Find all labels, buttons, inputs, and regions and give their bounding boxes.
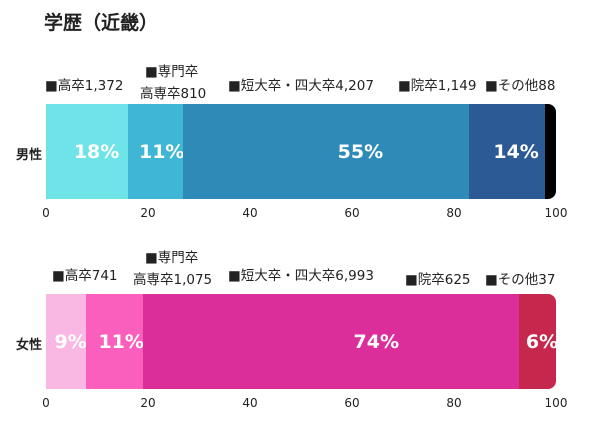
y-axis-label: 男性 — [16, 148, 43, 163]
x-tick-label: 20 — [140, 396, 156, 410]
legend-entry: ■院卒625 — [405, 272, 471, 288]
stacked-bar: 9% 11% 74% 6% — [46, 294, 559, 389]
segment-label: 11% — [138, 140, 185, 163]
stacked-bar: 18% 11% 55% 14% — [46, 104, 556, 199]
legend-entry: 高専卒1,075 — [133, 272, 213, 288]
segment-label: 55% — [337, 140, 384, 163]
legend-entry: ■その他88 — [485, 78, 556, 94]
legend-entry: ■短大卒・四大卒6,993 — [228, 268, 374, 284]
x-tick-label: 60 — [344, 206, 360, 220]
x-tick-label: 0 — [42, 206, 50, 220]
legend-entry: ■高卒741 — [52, 268, 118, 284]
x-tick-label: 100 — [544, 206, 568, 220]
bar-segment — [127, 104, 183, 199]
segment-label: 6% — [525, 330, 559, 353]
bar-segment — [519, 294, 556, 389]
legend-entry: 高専卒810 — [140, 86, 207, 102]
bar-segment — [85, 294, 143, 389]
bar-segment — [46, 294, 86, 389]
x-tick-label: 80 — [446, 206, 462, 220]
x-tick-label: 80 — [446, 396, 462, 410]
x-tick-label: 20 — [140, 206, 156, 220]
x-tick-label: 100 — [544, 396, 568, 410]
legend-entry: ■専門卒 — [145, 250, 199, 266]
bar-segment — [544, 104, 556, 199]
legend-entry: ■短大卒・四大卒4,207 — [228, 78, 374, 94]
x-tick-label: 60 — [344, 396, 360, 410]
legend-entry: ■高卒1,372 — [45, 78, 124, 94]
chart-title: 学歴（近畿） — [44, 12, 159, 34]
y-axis-label: 女性 — [16, 338, 43, 353]
segment-label: 11% — [98, 330, 144, 353]
bar-segment — [46, 104, 128, 199]
bar-segment — [469, 104, 545, 199]
bar-segment — [142, 294, 520, 389]
segment-label: 14% — [493, 140, 539, 163]
x-tick-label: 0 — [42, 396, 50, 410]
segment-label: 9% — [54, 330, 87, 353]
segment-label: 74% — [353, 330, 399, 353]
x-tick-label: 40 — [242, 206, 258, 220]
legend-entry: ■院卒1,149 — [398, 78, 477, 94]
x-tick-label: 40 — [242, 396, 258, 410]
legend-entry: ■その他37 — [485, 272, 556, 288]
segment-label: 18% — [73, 140, 120, 163]
bar-segment — [182, 104, 470, 199]
legend-entry: ■専門卒 — [145, 64, 199, 80]
